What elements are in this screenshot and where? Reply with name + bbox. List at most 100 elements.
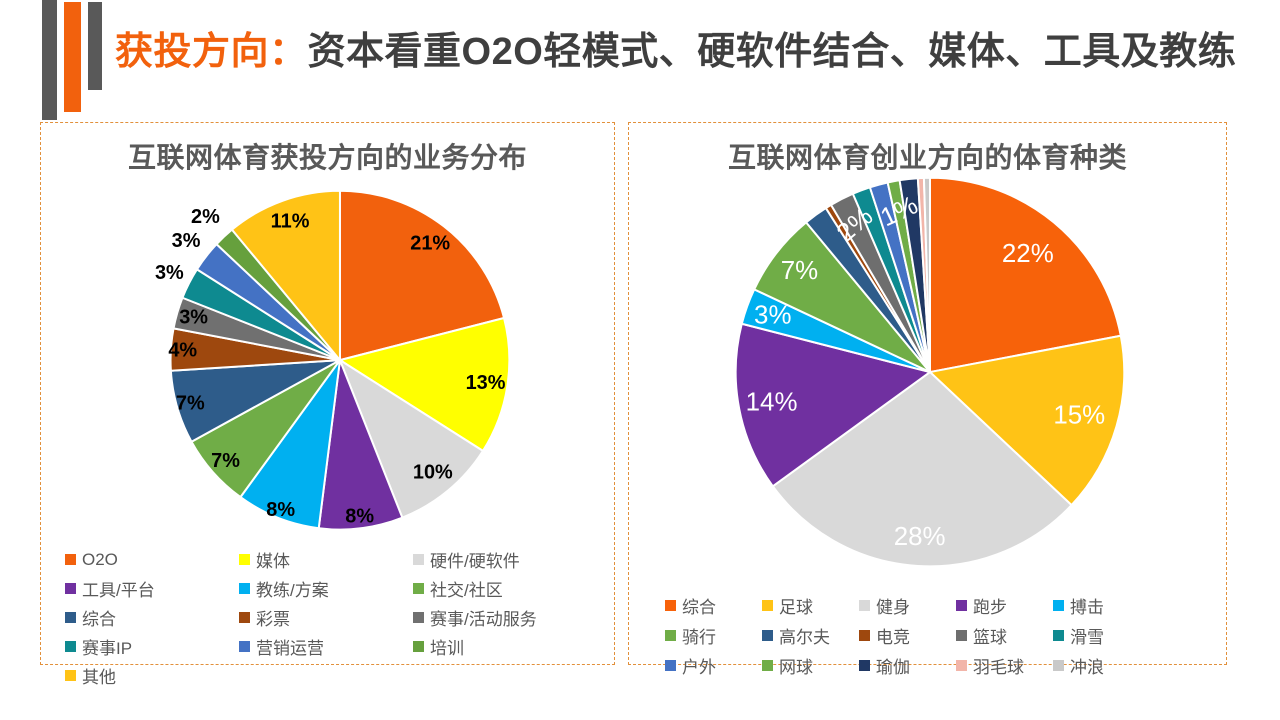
pie-label-媒体: 13% xyxy=(466,372,506,394)
legend-item-综合: 综合 xyxy=(665,593,762,618)
legend-swatch-营销运营 xyxy=(239,641,250,652)
legend-item-健身: 健身 xyxy=(859,593,956,618)
legend-swatch-培训 xyxy=(413,641,424,652)
legend-item-电竞: 电竞 xyxy=(859,623,956,648)
pie-label-培训: 2% xyxy=(191,206,220,228)
pie-label-跑步: 14% xyxy=(746,388,798,416)
legend-item-骑行: 骑行 xyxy=(665,623,762,648)
legend-label-综合: 综合 xyxy=(82,610,116,629)
legend-label-篮球: 篮球 xyxy=(973,628,1007,647)
legend-item-网球: 网球 xyxy=(762,653,859,678)
legend-sport-types: 综合 足球 健身 跑步 搏击 骑行 高尔夫 电竞 篮球 滑雪 户外 网球 瑜伽 羽毛球 冲浪 xyxy=(665,593,1150,678)
legend-label-冲浪: 冲浪 xyxy=(1070,658,1104,677)
pie-label-综合: 7% xyxy=(176,393,205,415)
legend-item-媒体: 媒体 xyxy=(239,547,413,572)
legend-swatch-跑步 xyxy=(956,600,967,611)
legend-swatch-健身 xyxy=(859,600,870,611)
slide-title: 获投方向：资本看重O2O轻模式、硬软件结合、媒体、工具及教练 xyxy=(115,20,1236,75)
legend-swatch-硬件/硬软件 xyxy=(413,554,424,565)
pie-chart-business-distribution: 21% 13% 10% 8% 8% 7% 7% 4% 3% 3% 3% 2% 11% xyxy=(41,123,614,664)
legend-item-社交/社区: 社交/社区 xyxy=(413,576,599,601)
legend-swatch-综合 xyxy=(665,600,676,611)
pie-label-其他: 11% xyxy=(271,210,310,232)
legend-swatch-滑雪 xyxy=(1053,630,1064,641)
legend-label-瑜伽: 瑜伽 xyxy=(876,658,910,677)
legend-swatch-电竞 xyxy=(859,630,870,641)
legend-swatch-羽毛球 xyxy=(956,660,967,671)
legend-label-电竞: 电竞 xyxy=(876,628,910,647)
legend-label-综合: 综合 xyxy=(682,598,716,617)
pie-label-赛事/活动服务: 3% xyxy=(179,307,208,329)
pie-slice-健身 xyxy=(771,371,1073,568)
legend-item-冲浪: 冲浪 xyxy=(1053,653,1150,678)
legend-label-滑雪: 滑雪 xyxy=(1070,628,1104,647)
legend-swatch-社交/社区 xyxy=(413,583,424,594)
decor-bar-gray-1 xyxy=(42,0,57,120)
legend-label-彩票: 彩票 xyxy=(256,610,290,629)
legend-swatch-彩票 xyxy=(239,612,250,623)
slide-header: 获投方向：资本看重O2O轻模式、硬软件结合、媒体、工具及教练 xyxy=(0,0,1280,120)
pie-slice-冲浪 xyxy=(922,176,931,374)
pie-label-营销运营: 3% xyxy=(172,230,201,252)
legend-swatch-工具/平台 xyxy=(65,583,76,594)
legend-label-赛事IP: 赛事IP xyxy=(82,639,133,658)
legend-label-营销运营: 营销运营 xyxy=(256,639,324,658)
legend-label-足球: 足球 xyxy=(779,598,813,617)
pie-label-综合: 22% xyxy=(1002,240,1054,268)
pie-label-O2O: 21% xyxy=(410,233,450,255)
legend-label-社交/社区: 社交/社区 xyxy=(430,581,503,600)
pie-label-社交/社区: 7% xyxy=(211,450,240,472)
pie-slice-综合 xyxy=(928,176,1122,374)
legend-label-其他: 其他 xyxy=(82,668,116,687)
legend-swatch-赛事IP xyxy=(65,641,76,652)
legend-swatch-综合 xyxy=(65,612,76,623)
pie-svg-1: 22%15%28%14%3%7%2%1% xyxy=(734,176,1126,568)
legend-label-硬件/硬软件: 硬件/硬软件 xyxy=(430,552,520,571)
pie-slice-其他 xyxy=(230,189,341,362)
pie-label-工具/平台: 8% xyxy=(345,505,374,527)
slide-title-highlight: 获投方向： xyxy=(115,31,308,73)
legend-label-羽毛球: 羽毛球 xyxy=(973,658,1024,677)
pie-label-赛事IP: 3% xyxy=(155,262,184,284)
legend-item-综合: 综合 xyxy=(65,605,239,630)
pie-label-教练/方案: 8% xyxy=(266,499,295,521)
legend-label-O2O: O2O xyxy=(82,549,118,569)
slide-title-rest: 资本看重O2O轻模式、硬软件结合、媒体、工具及教练 xyxy=(307,31,1237,73)
legend-item-硬件/硬软件: 硬件/硬软件 xyxy=(413,547,599,572)
legend-swatch-骑行 xyxy=(665,630,676,641)
pie-label-骑行: 7% xyxy=(781,257,818,285)
chart-title-left: 互联网体育获投方向的业务分布 xyxy=(127,142,527,173)
legend-item-滑雪: 滑雪 xyxy=(1053,623,1150,648)
legend-label-骑行: 骑行 xyxy=(682,628,716,647)
legend-label-工具/平台: 工具/平台 xyxy=(82,581,155,600)
pie-label-彩票: 4% xyxy=(168,339,197,361)
legend-swatch-高尔夫 xyxy=(762,630,773,641)
legend-item-羽毛球: 羽毛球 xyxy=(956,653,1053,678)
legend-item-瑜伽: 瑜伽 xyxy=(859,653,956,678)
legend-label-高尔夫: 高尔夫 xyxy=(779,628,830,647)
legend-swatch-教练/方案 xyxy=(239,583,250,594)
legend-item-篮球: 篮球 xyxy=(956,623,1053,648)
legend-business-distribution: O2O 媒体 硬件/硬软件 工具/平台 教练/方案 社交/社区 综合 彩票 赛事/活动服务 赛事I… xyxy=(65,547,599,688)
pie-chart-sport-types: 22% 15% 28% 14% 3% 7% 2% 1% xyxy=(629,123,1226,664)
legend-swatch-赛事/活动服务 xyxy=(413,612,424,623)
legend-label-赛事/活动服务: 赛事/活动服务 xyxy=(430,610,537,629)
pie-label-健身: 28% xyxy=(894,523,946,551)
pie-slice-O2O xyxy=(338,189,506,362)
legend-item-跑步: 跑步 xyxy=(956,593,1053,618)
pie-slice-媒体 xyxy=(338,316,511,452)
pie-label-搏击: 3% xyxy=(754,301,791,329)
decor-bar-orange xyxy=(64,2,81,112)
legend-label-跑步: 跑步 xyxy=(973,598,1007,617)
legend-item-高尔夫: 高尔夫 xyxy=(762,623,859,648)
legend-item-培训: 培训 xyxy=(413,634,599,659)
legend-item-O2O: O2O xyxy=(65,547,239,572)
legend-label-搏击: 搏击 xyxy=(1070,598,1104,617)
pie-label-足球: 15% xyxy=(1053,401,1105,429)
pie-slice-跑步 xyxy=(734,322,931,488)
legend-item-搏击: 搏击 xyxy=(1053,593,1150,618)
pie-slice-足球 xyxy=(928,334,1126,507)
legend-label-培训: 培训 xyxy=(430,639,464,658)
pie-slice-硬件/硬软件 xyxy=(338,359,484,519)
